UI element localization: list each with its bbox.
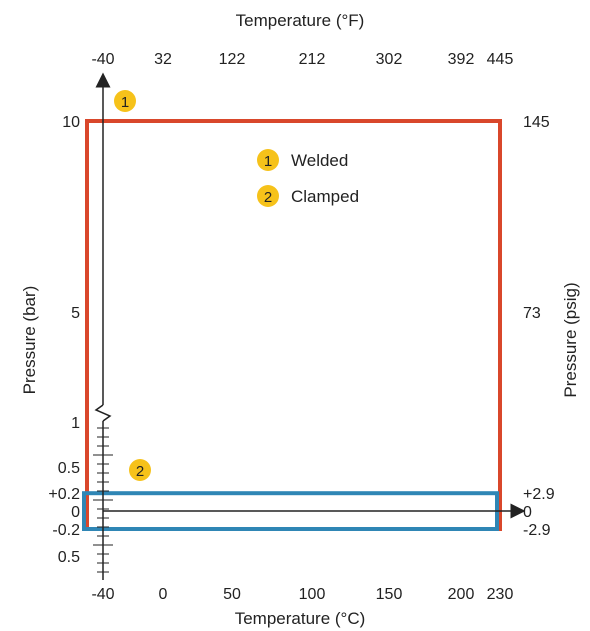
x-top-tick-label: 302 (376, 51, 403, 68)
y-left-tick-label: +0.2 (48, 486, 80, 503)
legend-item-clamped: 2 Clamped (257, 185, 359, 207)
x-bottom-tick-label: 230 (487, 586, 514, 603)
y-left-tick-label: 5 (71, 305, 80, 322)
x-top-tick-label: 212 (299, 51, 326, 68)
x-top-tick-label: 445 (487, 51, 514, 68)
legend-welded-number: 1 (264, 153, 272, 170)
x-bottom-tick-label: 0 (159, 586, 168, 603)
y-left-tick-label: 0.5 (58, 460, 80, 477)
badge-clamped: 2 (129, 459, 151, 481)
legend: 1 Welded 2 Clamped (257, 149, 359, 207)
y-left-axis-label: Pressure (bar) (20, 286, 39, 395)
x-bottom-tick-label: -40 (91, 586, 114, 603)
y-right-tick-label: 0 (523, 504, 532, 521)
y-right-tick-label: 145 (523, 114, 550, 131)
y-left-tick-label: -0.2 (52, 522, 80, 539)
badge-welded-circle (114, 90, 136, 112)
legend-clamped-number: 2 (264, 189, 272, 206)
y-right-tick-labels: 145 73 +2.90-2.9 (523, 114, 555, 539)
badge-clamped-circle (129, 459, 151, 481)
y-left-tick-label: 1 (71, 415, 80, 432)
x-bottom-axis-label: Temperature (°C) (235, 609, 366, 628)
badge-clamped-number: 2 (136, 463, 144, 480)
legend-item-welded: 1 Welded (257, 149, 348, 171)
x-top-tick-labels: -40 32 122 212 302 392 445 (91, 51, 513, 68)
x-top-tick-label: -40 (91, 51, 114, 68)
y-left-tick-label: 0.5 (58, 549, 80, 566)
x-bottom-tick-label: 50 (223, 586, 241, 603)
legend-welded-label: Welded (291, 151, 348, 170)
x-bottom-tick-label: 200 (448, 586, 475, 603)
legend-clamped-badge (257, 185, 279, 207)
y-right-axis-label: Pressure (psig) (561, 282, 580, 397)
y-left-tick-label: 10 (62, 114, 80, 131)
badge-welded: 1 (114, 90, 136, 112)
x-top-tick-label: 122 (219, 51, 246, 68)
y-right-tick-label: +2.9 (523, 486, 555, 503)
x-top-tick-label: 32 (154, 51, 172, 68)
y-axis-break (94, 404, 112, 422)
legend-welded-badge (257, 149, 279, 171)
y-right-tick-label: 73 (523, 305, 541, 322)
x-bottom-tick-label: 150 (376, 586, 403, 603)
x-bottom-tick-labels: -40 0 50 100 150 200 230 (91, 586, 513, 603)
y-right-tick-label: -2.9 (523, 522, 551, 539)
x-top-tick-label: 392 (448, 51, 475, 68)
y-axis-minor-ticks (93, 427, 113, 573)
badge-welded-number: 1 (121, 94, 129, 111)
y-left-tick-labels: 10 5 1 0.5 +0.20-0.2 0.5 (48, 114, 80, 566)
x-top-axis-label: Temperature (°F) (236, 11, 365, 30)
y-left-tick-label: 0 (71, 504, 80, 521)
y-axis (93, 72, 113, 580)
x-bottom-tick-label: 100 (299, 586, 326, 603)
legend-clamped-label: Clamped (291, 187, 359, 206)
